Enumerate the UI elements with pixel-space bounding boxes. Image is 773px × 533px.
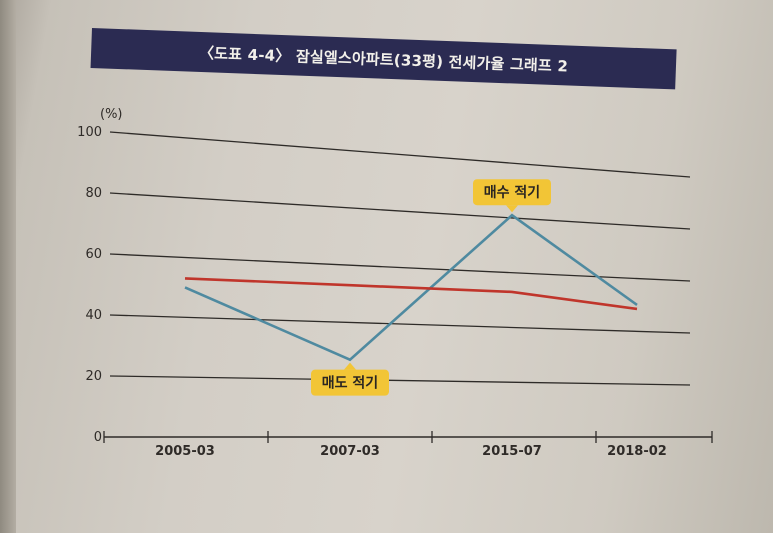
y-tick-label: 60	[85, 247, 102, 262]
x-tick-label: 2005-03	[155, 444, 215, 459]
y-tick-label: 0	[94, 430, 102, 445]
callout-label: 매도 적기	[322, 375, 378, 392]
callout-1: 매수 적기	[473, 179, 551, 213]
callout-label: 매수 적기	[484, 184, 540, 201]
x-tick-label: 2007-03	[320, 444, 380, 459]
y-tick-label: 40	[85, 308, 102, 323]
gridline	[109, 131, 691, 178]
gridline	[109, 314, 691, 334]
y-axis-unit: (%)	[100, 107, 123, 122]
book-spine	[0, 0, 16, 533]
y-tick-label: 80	[85, 186, 102, 201]
x-tick-label: 2018-02	[607, 444, 667, 459]
callout-pointer	[344, 362, 356, 370]
series-line-2	[184, 277, 638, 311]
x-tick-label: 2015-07	[482, 444, 542, 459]
gridline	[109, 375, 691, 386]
callout-pointer	[506, 205, 518, 213]
y-tick-label: 100	[77, 125, 102, 140]
callout-box	[473, 179, 551, 206]
y-tick-label: 20	[85, 369, 102, 384]
gridline	[109, 253, 691, 282]
callout-2: 매도 적기	[311, 362, 389, 396]
callout-box	[311, 369, 389, 396]
gridline	[109, 192, 691, 230]
